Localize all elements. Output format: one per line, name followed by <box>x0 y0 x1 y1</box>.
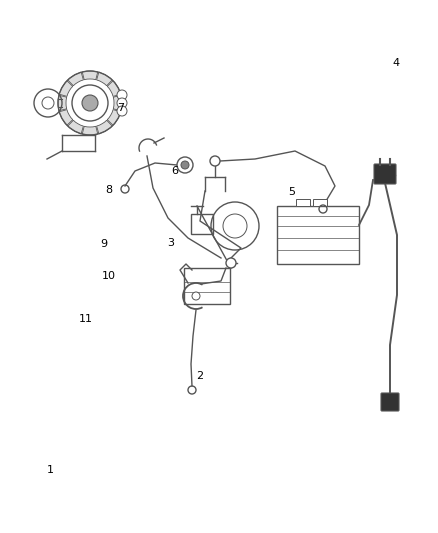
Wedge shape <box>82 71 98 80</box>
Bar <box>184 268 230 304</box>
Circle shape <box>117 90 127 100</box>
Circle shape <box>82 95 98 111</box>
FancyBboxPatch shape <box>381 393 399 411</box>
Text: 2: 2 <box>196 371 203 381</box>
Wedge shape <box>59 81 73 96</box>
Bar <box>296 199 310 206</box>
Wedge shape <box>113 95 122 111</box>
Circle shape <box>210 156 220 166</box>
Circle shape <box>226 258 236 268</box>
Wedge shape <box>97 120 112 134</box>
Wedge shape <box>107 110 121 125</box>
Wedge shape <box>97 72 112 86</box>
Circle shape <box>117 106 127 116</box>
Circle shape <box>181 161 189 169</box>
Text: 9: 9 <box>101 239 108 248</box>
Circle shape <box>177 157 193 173</box>
Text: 5: 5 <box>288 187 295 197</box>
Wedge shape <box>59 110 73 125</box>
Text: 7: 7 <box>117 103 124 112</box>
Text: 11: 11 <box>78 314 92 324</box>
Wedge shape <box>58 95 67 111</box>
Circle shape <box>192 292 200 300</box>
Text: 3: 3 <box>167 238 174 247</box>
Text: 1: 1 <box>47 465 54 475</box>
Wedge shape <box>68 72 83 86</box>
Wedge shape <box>107 81 121 96</box>
Bar <box>277 206 359 264</box>
Text: 4: 4 <box>393 58 400 68</box>
Circle shape <box>117 98 127 108</box>
Bar <box>313 199 327 206</box>
Text: 6: 6 <box>172 166 179 175</box>
Bar <box>191 214 213 234</box>
Wedge shape <box>68 120 83 134</box>
Text: 8: 8 <box>105 185 112 195</box>
Text: 10: 10 <box>102 271 116 280</box>
FancyBboxPatch shape <box>374 164 396 184</box>
Wedge shape <box>82 126 98 135</box>
